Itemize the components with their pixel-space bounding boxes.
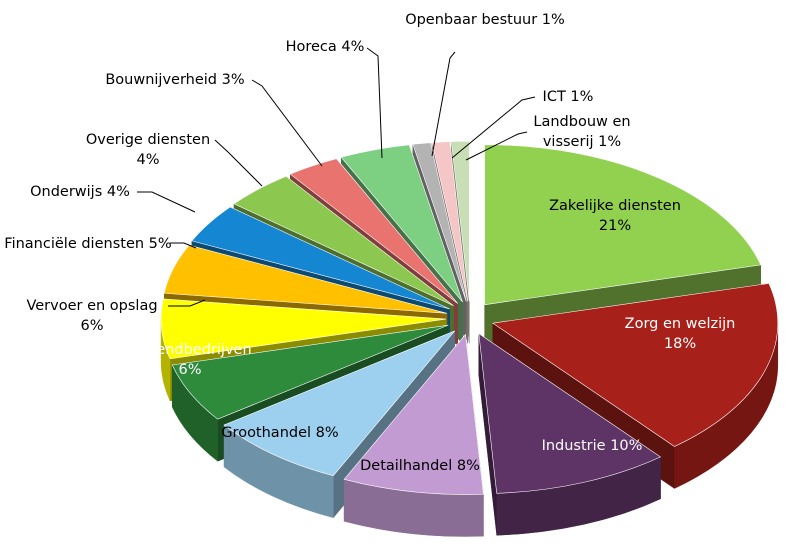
category-label: Horeca [285,39,337,55]
slice [484,144,762,306]
value-label: 4% [106,184,130,200]
data-label: Vervoer en opslag 6% [17,296,167,336]
data-label: Bouwnijverheid 3% [85,70,265,90]
value-label: 3% [221,72,245,88]
value-label: 4% [136,152,160,168]
data-label: Uitzendbedrijven 6% [125,340,255,380]
value-label: 21% [598,218,632,234]
leader-line [366,47,383,159]
slice [340,144,463,303]
value-label: 4% [341,39,365,55]
category-label: Uitzendbedrijven [128,342,252,358]
leader-line [137,191,196,213]
category-label: Groothandel [221,425,312,441]
leader-line [465,131,528,161]
category-label: Bouwnijverheid [105,72,218,88]
data-label: Openbaar bestuur 1% [405,10,565,30]
value-label: 1% [541,12,565,28]
slice [171,324,449,420]
category-label: Zorg en welzijn [624,316,736,332]
value-label: 8% [315,425,339,441]
category-label: Vervoer en opslag [26,298,158,314]
leader-line [214,139,263,187]
category-label: Zakelijke diensten [549,198,681,214]
category-label: Openbaar bestuur [405,12,538,28]
slice [191,206,450,310]
slice [160,298,447,360]
leader-line [431,51,456,157]
category-label: Overige diensten [85,132,211,148]
category-label: Industrie [541,438,606,454]
data-label: ICT 1% [523,87,613,107]
value-label: 6% [178,362,202,378]
value-label: 1% [570,89,594,105]
category-label: ICT [542,89,566,105]
slice [343,333,484,495]
leader-line [251,79,323,167]
value-label: 8% [456,458,480,474]
data-label: Industrie 10% [512,436,672,456]
value-label: 6% [80,318,104,334]
leader-line [170,242,197,249]
data-label: Detailhandel 8% [340,456,500,476]
slice [223,330,455,477]
value-label: 5% [148,236,172,252]
data-label: Horeca 4% [265,37,385,57]
slice [478,333,662,494]
data-label: Landbouw en visserij 1% [527,112,637,152]
category-label: Detailhandel [360,458,453,474]
category-label: Landbouw en visserij [533,114,631,150]
value-label: 10% [610,438,643,454]
data-label: Zorg en welzijn 18% [615,314,745,354]
slice [431,141,469,302]
slice [451,140,470,302]
slice [492,283,779,447]
slice [233,175,454,307]
data-label: Groothandel 8% [200,423,360,443]
leader-line [168,299,206,307]
value-label: 18% [663,336,697,352]
category-label: Onderwijs [30,184,103,200]
category-label: Financiële diensten [4,236,145,252]
data-label: Onderwijs 4% [10,182,150,202]
slice [289,158,459,304]
slice [412,142,467,302]
data-label: Financiële diensten 5% [3,234,173,254]
data-label: Overige diensten 4% [73,130,223,170]
leader-line [451,96,536,159]
data-label: Zakelijke diensten 21% [545,196,685,236]
value-label: 1% [598,134,622,150]
